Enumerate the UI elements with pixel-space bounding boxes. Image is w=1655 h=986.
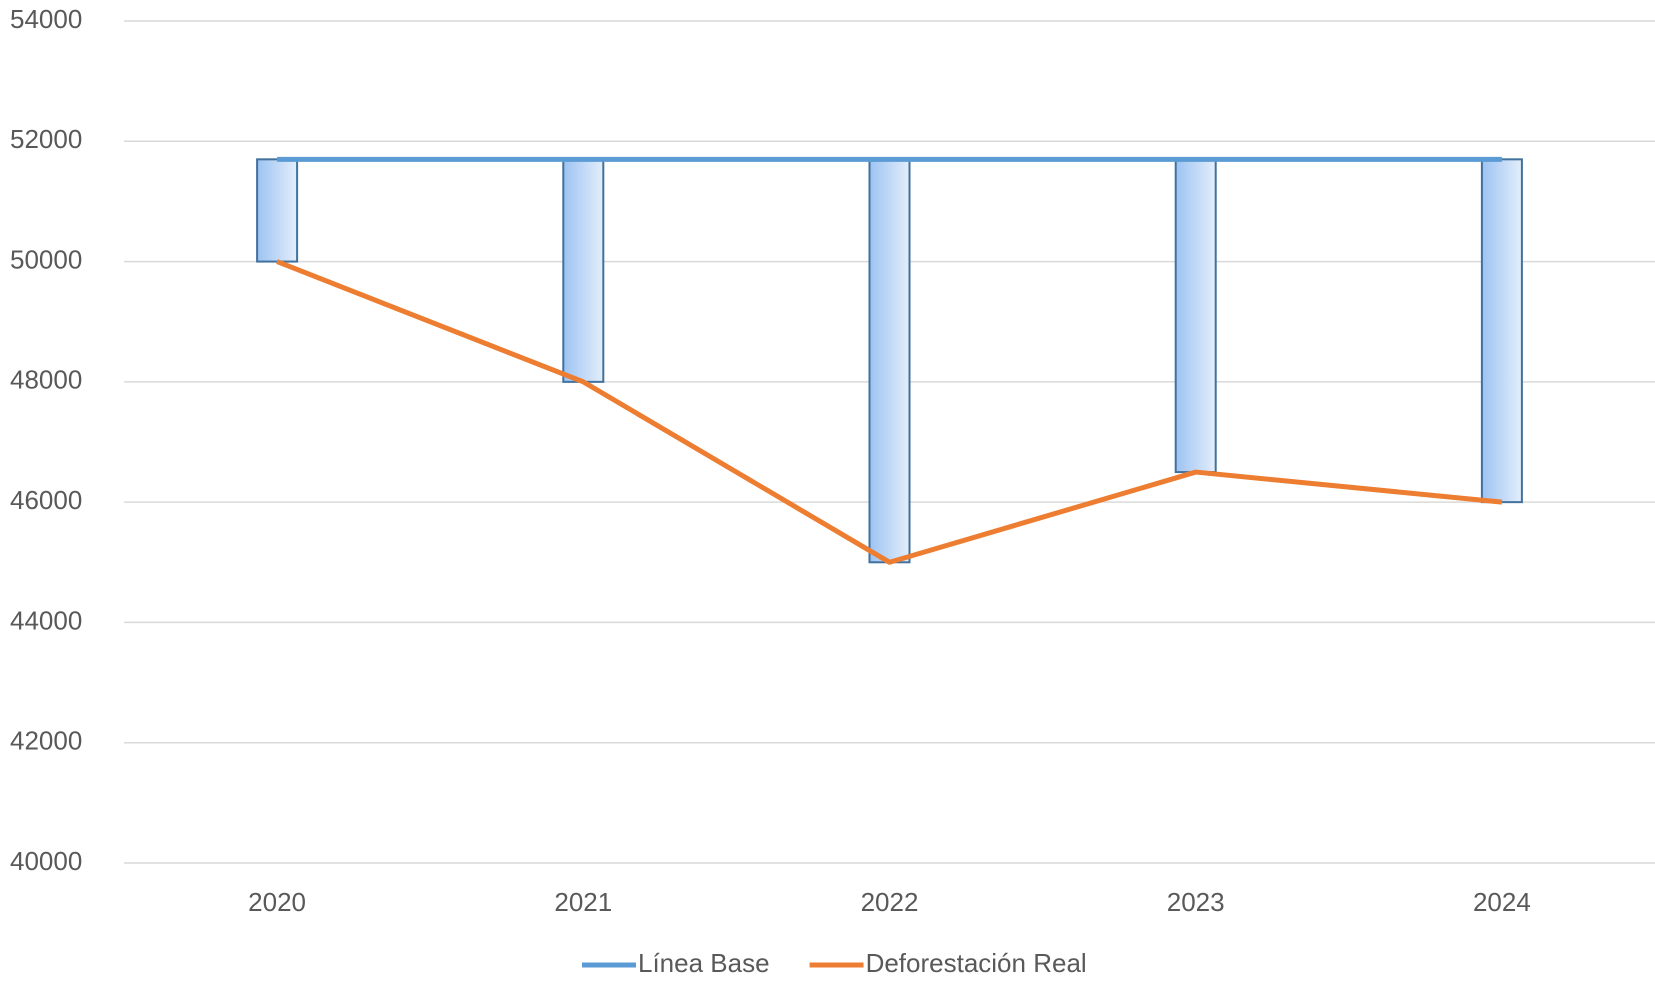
- x-tick-label: 2024: [1473, 887, 1531, 917]
- up-down-bar: [1174, 158, 1217, 474]
- up-down-bar: [1480, 158, 1523, 504]
- x-tick-label: 2020: [248, 887, 306, 917]
- x-tick-label: 2023: [1167, 887, 1225, 917]
- x-tick-label: 2021: [554, 887, 612, 917]
- y-tick-label: 44000: [10, 605, 82, 635]
- y-tick-label: 54000: [10, 4, 82, 34]
- y-tick-label: 40000: [10, 846, 82, 876]
- up-down-bar: [562, 158, 605, 383]
- up-down-bar: [256, 158, 299, 263]
- y-tick-label: 46000: [10, 485, 82, 515]
- series-line: [276, 259, 1503, 565]
- y-tick-label: 42000: [10, 726, 82, 756]
- legend-label: Deforestación Real: [866, 948, 1087, 978]
- y-tick-label: 48000: [10, 365, 82, 395]
- x-tick-label: 2022: [861, 887, 919, 917]
- y-tick-label: 52000: [10, 124, 82, 154]
- legend-label: Línea Base: [638, 948, 770, 978]
- up-down-bar: [868, 158, 911, 564]
- y-tick-label: 50000: [10, 244, 82, 274]
